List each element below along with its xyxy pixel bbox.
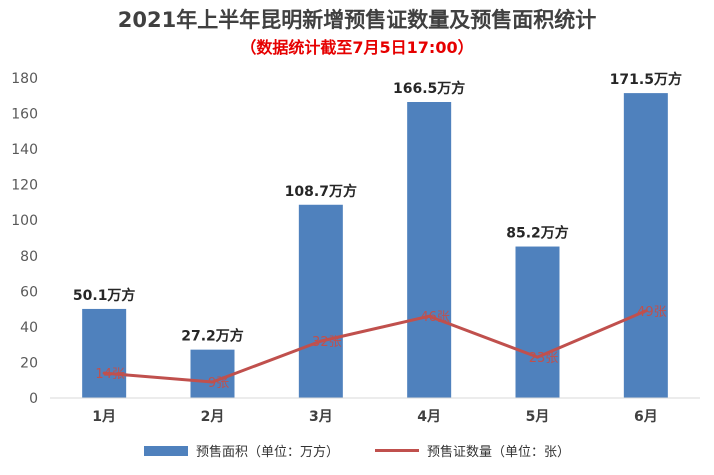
x-tick-label: 6月 <box>634 409 658 425</box>
line-data-label: 46张 <box>420 310 450 325</box>
x-tick-label: 4月 <box>417 409 441 425</box>
line-data-label: 14张 <box>95 367 125 382</box>
bar <box>623 93 668 398</box>
line-point <box>211 380 214 384</box>
legend-label-line: 预售证数量（单位：张） <box>427 445 571 460</box>
y-tick-label: 140 <box>11 142 38 158</box>
line-data-label: 32张 <box>312 335 342 350</box>
y-tick-label: 180 <box>11 71 38 87</box>
legend: 预售面积（单位：万方） 预售证数量（单位：张） <box>0 441 714 460</box>
x-tick-label: 3月 <box>309 409 333 425</box>
legend-item-line: 预售证数量（单位：张） <box>375 441 570 460</box>
chart-subtitle: （数据统计截至7月5日17:00） <box>240 38 474 57</box>
legend-swatch-line <box>375 449 419 452</box>
x-tick-label: 5月 <box>526 409 550 425</box>
bar-series <box>82 93 668 398</box>
x-tick-label: 1月 <box>92 409 116 425</box>
x-tick-label: 2月 <box>201 409 225 425</box>
line-point <box>427 314 431 318</box>
y-tick-label: 60 <box>20 284 38 300</box>
chart-title: 2021年上半年昆明新增预售证数量及预售面积统计 <box>117 8 597 32</box>
bar-data-label: 171.5万方 <box>610 71 682 88</box>
bar <box>190 349 235 398</box>
y-tick-label: 40 <box>20 320 38 336</box>
bar-data-label: 50.1万方 <box>73 287 136 304</box>
line-point <box>644 309 648 313</box>
bar-data-label: 166.5万方 <box>393 80 465 97</box>
bar-data-label: 27.2万方 <box>181 328 244 345</box>
y-tick-label: 160 <box>11 107 38 123</box>
y-tick-label: 80 <box>20 249 38 265</box>
line-path <box>104 309 647 384</box>
bar-data-label: 85.2万方 <box>506 225 569 242</box>
bar <box>82 308 127 398</box>
legend-item-bar: 预售面积（单位：万方） <box>143 441 339 460</box>
line-data-label: 9张 <box>208 376 229 391</box>
line-point <box>102 371 106 375</box>
legend-label-bar: 预售面积（单位：万方） <box>195 445 339 460</box>
y-tick-label: 20 <box>20 355 38 371</box>
y-axis: 0 20 40 60 80 100 120 140 160 180 1月 2月 3月 4月 5月 6月 <box>11 71 657 425</box>
line-data-label: 23张 <box>529 351 559 366</box>
bar <box>407 102 452 398</box>
bar <box>515 246 560 398</box>
legend-swatch-bar <box>143 445 188 456</box>
y-tick-label: 120 <box>11 178 38 194</box>
line-data-label: 49张 <box>637 305 667 320</box>
data-labels: 50.1万方 27.2万方 108.7万方 166.5万方 85.2万方 171.5万方 1… <box>73 71 682 391</box>
bar <box>298 204 343 398</box>
y-tick-label: 0 <box>29 391 38 407</box>
line-point <box>319 339 323 343</box>
line-point <box>536 355 539 359</box>
bar-data-label: 108.7万方 <box>285 183 357 200</box>
line-series <box>102 309 648 384</box>
y-tick-label: 100 <box>11 213 38 229</box>
